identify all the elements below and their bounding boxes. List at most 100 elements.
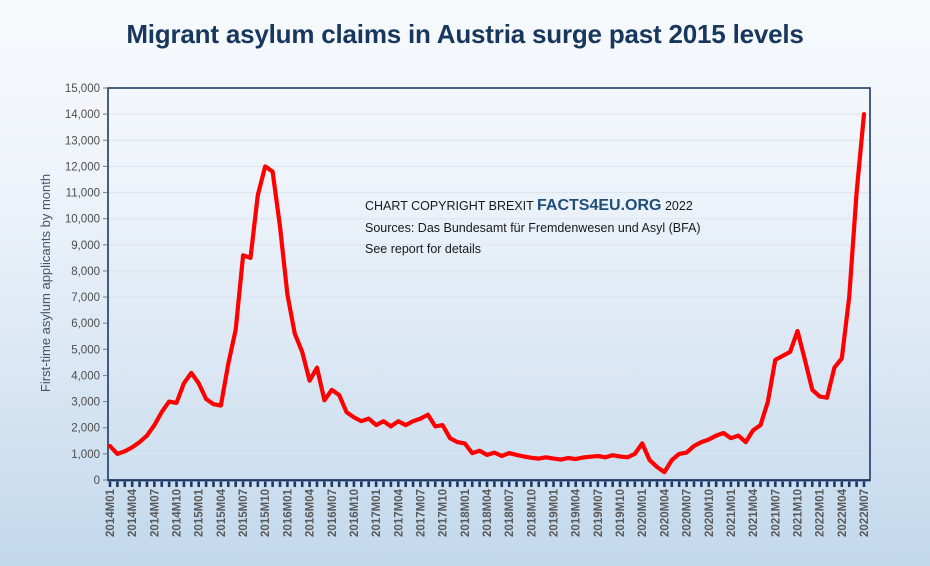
x-tick (759, 481, 762, 487)
chart-annotation: CHART COPYRIGHT BREXIT FACTS4EU.ORG 2022… (365, 195, 701, 261)
y-tick-label: 4,000 (71, 370, 100, 382)
x-tick (640, 481, 644, 487)
brand-name: FACTS4EU.ORG (537, 197, 662, 214)
y-tick-label: 5,000 (71, 344, 100, 356)
x-tick (293, 481, 297, 487)
x-tick-label: 2014M07 (149, 489, 161, 537)
x-tick (825, 481, 829, 487)
x-tick (714, 481, 718, 487)
x-tick (670, 481, 674, 487)
y-tick-label: 9,000 (71, 240, 100, 252)
x-tick (263, 481, 267, 487)
x-axis-ticks (108, 481, 866, 487)
x-tick (847, 481, 851, 487)
x-tick (589, 481, 592, 487)
x-tick (286, 481, 289, 487)
y-tick-label: 13,000 (65, 135, 100, 147)
x-tick (692, 481, 696, 487)
x-tick (226, 481, 230, 487)
y-tick-label: 11,000 (66, 188, 100, 200)
x-tick-label: 2019M07 (593, 489, 605, 537)
x-tick-label: 2017M01 (371, 488, 383, 537)
x-tick (552, 481, 555, 487)
x-tick-label: 2019M04 (571, 488, 583, 537)
sources-line: Sources: Das Bundesamt für Fremdenwesen … (365, 220, 701, 235)
x-tick-label: 2016M07 (327, 489, 339, 537)
note-line: See report for details (365, 242, 482, 256)
x-tick (256, 481, 260, 487)
x-tick (663, 481, 666, 487)
x-tick (441, 481, 444, 487)
x-tick-label: 2021M01 (726, 488, 738, 537)
x-tick (197, 481, 201, 487)
x-axis-tick-labels: 2014M01 2014M04 2014M07 2014M10 2015M01 2015M… (105, 488, 871, 537)
x-tick-label: 2022M04 (837, 488, 849, 537)
x-tick (862, 481, 866, 487)
x-tick (729, 481, 733, 487)
x-tick-label: 2017M07 (415, 489, 427, 537)
x-tick-label: 2015M10 (260, 489, 272, 537)
x-tick-label: 2014M10 (172, 489, 184, 537)
x-tick (108, 481, 112, 487)
x-tick-label: 2016M01 (282, 488, 294, 537)
x-tick (411, 481, 415, 487)
x-tick-label: 2018M04 (482, 488, 494, 537)
x-tick (737, 481, 740, 487)
x-tick (212, 481, 215, 487)
x-tick (219, 481, 223, 487)
x-tick (803, 481, 807, 487)
copyright-year: 2022 (661, 199, 693, 213)
x-tick (766, 481, 770, 487)
x-tick (234, 481, 237, 487)
x-tick (855, 481, 858, 487)
x-tick (810, 481, 814, 487)
x-tick-label: 2021M07 (770, 489, 782, 537)
x-tick (796, 481, 799, 487)
x-tick-label: 2018M10 (526, 489, 538, 537)
x-tick (404, 481, 407, 487)
x-tick (241, 481, 245, 487)
y-tick-label: 8,000 (71, 266, 100, 278)
y-axis-title: First-time asylum applicants by month (38, 173, 53, 393)
x-tick-label: 2020M07 (682, 489, 694, 537)
x-tick-label: 2022M07 (859, 489, 871, 537)
x-tick (478, 481, 481, 487)
x-tick (330, 481, 334, 487)
x-tick (138, 481, 141, 487)
x-tick (773, 481, 777, 487)
x-tick (315, 481, 319, 487)
x-tick (300, 481, 304, 487)
x-tick (626, 481, 629, 487)
x-tick (596, 481, 600, 487)
x-tick-label: 2015M01 (194, 488, 206, 537)
chart-title: Migrant asylum claims in Austria surge p… (126, 19, 804, 49)
x-tick-label: 2015M07 (238, 489, 250, 537)
x-tick-label: 2018M01 (460, 488, 472, 537)
x-tick-label: 2019M10 (615, 489, 627, 537)
x-tick (145, 481, 149, 487)
x-tick (655, 481, 659, 487)
y-axis-tick-labels: 0 1,000 2,000 3,000 4,000 5,000 6,000 7,000 8,00… (65, 83, 100, 487)
x-tick (360, 481, 363, 487)
x-tick (308, 481, 311, 487)
x-tick (337, 481, 341, 487)
x-tick (500, 481, 504, 487)
x-tick (567, 481, 570, 487)
x-tick (685, 481, 688, 487)
x-tick (559, 481, 563, 487)
y-tick-label: 15,000 (65, 83, 100, 95)
x-tick (530, 481, 533, 487)
copyright-line: CHART COPYRIGHT BREXIT FACTS4EU.ORG 2022 (365, 195, 701, 218)
x-tick (249, 481, 252, 487)
x-tick (367, 481, 371, 487)
x-tick (788, 481, 792, 487)
x-tick-label: 2019M01 (549, 488, 561, 537)
y-tick-label: 14,000 (65, 109, 100, 121)
x-tick (433, 481, 437, 487)
x-tick-label: 2014M01 (105, 488, 117, 537)
y-tick-label: 0 (94, 475, 100, 487)
x-tick (130, 481, 134, 487)
x-tick (463, 481, 467, 487)
x-tick (396, 481, 400, 487)
